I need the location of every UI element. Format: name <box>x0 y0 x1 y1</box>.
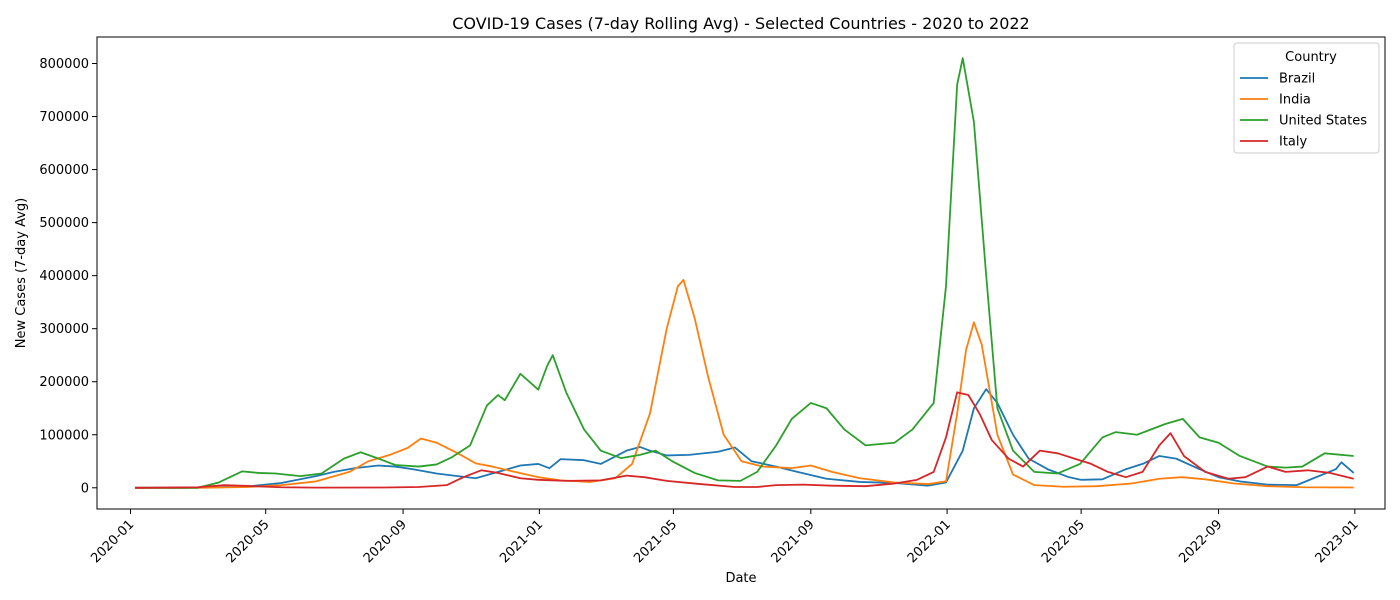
y-tick-label: 500000 <box>39 216 89 231</box>
series-line-india <box>134 278 1354 489</box>
legend-label: Brazil <box>1279 72 1315 87</box>
legend-label: India <box>1279 93 1311 108</box>
y-axis: 0 100000 200000 300000 400000 500000 600000 700… <box>39 57 97 496</box>
legend: Country Brazil India United States Italy <box>1233 42 1380 154</box>
y-axis-title: New Cases (7-day Avg) <box>14 198 29 348</box>
legend-label: Italy <box>1279 135 1308 150</box>
x-axis: 2020-01 2020-05 2020-09 2021-01 2021-05 2021-… <box>88 509 1362 566</box>
chart-title: COVID-19 Cases (7-day Rolling Avg) - Sel… <box>452 14 1029 33</box>
x-tick-label: 2021-09 <box>769 517 818 566</box>
x-tick-label: 2020-01 <box>88 517 137 566</box>
series-line-united-states <box>134 57 1354 489</box>
x-axis-title: Date <box>725 571 756 586</box>
series-line-brazil <box>134 388 1355 489</box>
x-tick-label: 2022-09 <box>1176 517 1225 566</box>
x-tick-label: 2021-05 <box>631 517 680 566</box>
y-tick-label: 600000 <box>39 163 89 178</box>
legend-items: Brazil India United States Italy <box>1240 72 1367 150</box>
legend-title: Country <box>1285 50 1337 65</box>
x-tick-label: 2020-05 <box>223 517 272 566</box>
x-tick-label: 2020-09 <box>361 517 410 566</box>
y-tick-label: 800000 <box>39 57 89 72</box>
y-tick-label: 0 <box>81 481 89 496</box>
y-tick-label: 700000 <box>39 110 89 125</box>
x-tick-label: 2021-01 <box>497 517 546 566</box>
legend-label: United States <box>1279 114 1367 129</box>
y-tick-label: 300000 <box>39 322 89 337</box>
legend-box <box>1233 42 1380 154</box>
x-tick-label: 2022-01 <box>905 517 954 566</box>
x-tick-label: 2022-05 <box>1039 517 1088 566</box>
x-tick-label: 2023-01 <box>1313 517 1362 566</box>
plot-frame <box>96 36 1386 510</box>
series-layer <box>134 57 1355 489</box>
plot-area <box>96 36 1386 510</box>
y-tick-label: 400000 <box>39 269 89 284</box>
y-tick-label: 200000 <box>39 375 89 390</box>
series-line-italy <box>134 391 1354 489</box>
y-tick-label: 100000 <box>39 428 89 443</box>
